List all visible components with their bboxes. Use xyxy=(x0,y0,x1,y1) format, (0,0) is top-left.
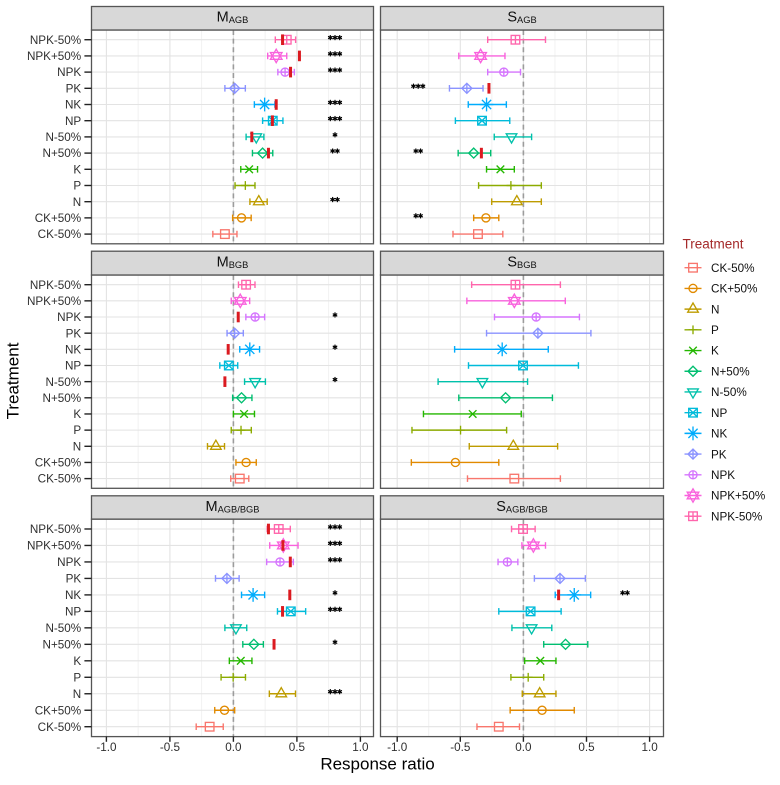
svg-text:NK: NK xyxy=(65,589,81,602)
svg-text:NPK+50%: NPK+50% xyxy=(27,295,81,308)
svg-text:CK-50%: CK-50% xyxy=(38,473,82,486)
svg-text:N: N xyxy=(73,196,81,209)
svg-text:K: K xyxy=(73,655,81,668)
svg-text:CK+50%: CK+50% xyxy=(35,457,81,470)
svg-text:CK+50%: CK+50% xyxy=(711,283,757,296)
svg-text:CK+50%: CK+50% xyxy=(35,212,81,225)
svg-text:N+50%: N+50% xyxy=(43,638,82,651)
svg-text:NK: NK xyxy=(65,99,81,112)
svg-text:Response ratio: Response ratio xyxy=(320,755,434,774)
svg-text:PK: PK xyxy=(711,448,727,461)
svg-text:1.0: 1.0 xyxy=(641,741,658,754)
svg-text:NPK-50%: NPK-50% xyxy=(30,279,81,292)
svg-text:NPK+50%: NPK+50% xyxy=(711,490,765,503)
svg-text:0.5: 0.5 xyxy=(289,741,306,754)
svg-text:Treatment: Treatment xyxy=(4,342,23,419)
svg-text:N: N xyxy=(711,303,719,316)
svg-text:N-50%: N-50% xyxy=(45,131,81,144)
svg-text:NP: NP xyxy=(711,407,727,420)
svg-text:N-50%: N-50% xyxy=(45,376,81,389)
svg-text:CK+50%: CK+50% xyxy=(35,704,81,717)
svg-text:CK-50%: CK-50% xyxy=(38,228,82,241)
svg-text:NPK+50%: NPK+50% xyxy=(27,540,81,553)
svg-text:0.5: 0.5 xyxy=(578,741,595,754)
svg-text:Treatment: Treatment xyxy=(683,237,744,252)
svg-text:-0.5: -0.5 xyxy=(450,741,471,754)
svg-text:CK-50%: CK-50% xyxy=(38,721,82,734)
svg-text:N+50%: N+50% xyxy=(711,365,750,378)
svg-text:0.0: 0.0 xyxy=(225,741,242,754)
svg-text:NPK: NPK xyxy=(57,556,81,569)
svg-text:-1.0: -1.0 xyxy=(387,741,408,754)
svg-text:N-50%: N-50% xyxy=(45,622,81,635)
svg-text:NP: NP xyxy=(65,115,81,128)
svg-text:P: P xyxy=(73,180,81,193)
svg-text:PK: PK xyxy=(66,573,82,586)
svg-text:-0.5: -0.5 xyxy=(160,741,181,754)
svg-text:0.0: 0.0 xyxy=(515,741,532,754)
svg-text:N: N xyxy=(73,688,81,701)
svg-text:-1.0: -1.0 xyxy=(96,741,117,754)
svg-text:K: K xyxy=(711,345,719,358)
svg-text:N+50%: N+50% xyxy=(43,392,82,405)
svg-text:PK: PK xyxy=(66,327,82,340)
svg-text:NK: NK xyxy=(711,428,727,441)
svg-text:P: P xyxy=(711,324,719,337)
svg-text:NPK-50%: NPK-50% xyxy=(30,34,81,47)
svg-text:CK-50%: CK-50% xyxy=(711,262,755,275)
svg-text:K: K xyxy=(73,408,81,421)
svg-text:NPK+50%: NPK+50% xyxy=(27,50,81,63)
svg-text:NK: NK xyxy=(65,343,81,356)
svg-text:N+50%: N+50% xyxy=(43,147,82,160)
svg-text:P: P xyxy=(73,424,81,437)
svg-text:NPK-50%: NPK-50% xyxy=(711,510,762,523)
svg-text:1.0: 1.0 xyxy=(352,741,369,754)
svg-text:NP: NP xyxy=(65,605,81,618)
svg-text:N-50%: N-50% xyxy=(711,386,747,399)
svg-text:P: P xyxy=(73,671,81,684)
svg-text:PK: PK xyxy=(66,82,82,95)
svg-text:NPK-50%: NPK-50% xyxy=(30,523,81,536)
svg-text:NPK: NPK xyxy=(57,66,81,79)
svg-text:K: K xyxy=(73,163,81,176)
svg-text:NPK: NPK xyxy=(57,311,81,324)
svg-text:N: N xyxy=(73,440,81,453)
svg-text:NPK: NPK xyxy=(711,469,735,482)
svg-text:NP: NP xyxy=(65,360,81,373)
